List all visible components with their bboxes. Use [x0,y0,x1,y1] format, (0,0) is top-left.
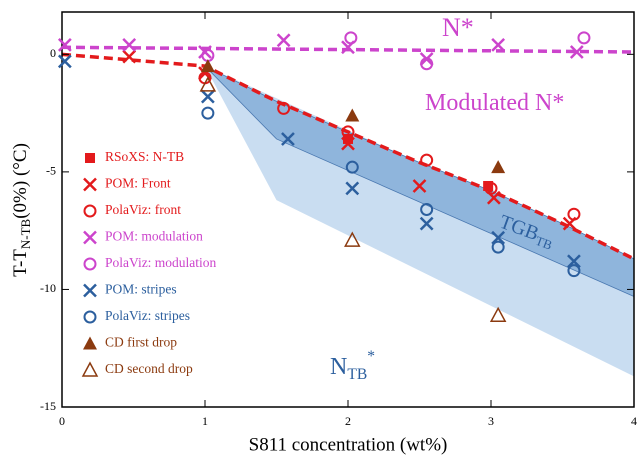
legend-label: CD second drop [105,361,193,376]
data-point [567,254,581,269]
annotation: Modulated N* [425,90,564,116]
annotation: NTB* [330,348,375,383]
legend-label: PolaViz: modulation [105,255,217,270]
x-tick-label: 2 [345,414,351,428]
data-point [567,207,581,221]
data-point [199,76,217,92]
legend-label: POM: Front [105,176,171,191]
y-tick-label: -15 [40,399,56,413]
data-point [567,264,581,278]
annotation-sub: TB [533,233,554,253]
data-point [483,180,494,191]
legend-marker [83,283,97,298]
legend-label: PolaViz: front [105,202,181,217]
legend-marker [83,257,97,271]
data-point [420,57,434,71]
annotation-sup: * [367,348,375,365]
data-point [343,133,353,144]
data-point [412,179,427,193]
y-title-rest: (0%) (°C) [10,143,31,219]
x-tick-label: 4 [631,414,637,428]
data-point [57,38,72,52]
legend-marker [83,204,97,218]
x-tick-label: 1 [202,414,208,428]
y-axis-title: T-TN-TB(0%) (°C) [10,143,33,277]
data-point [57,54,72,69]
data-point [201,106,215,120]
data-point [344,31,358,45]
data-point [569,45,584,59]
legend-label: POM: stripes [105,282,177,297]
y-title-sub: N-TB [18,218,33,249]
data-point [345,181,360,196]
data-point [420,153,434,167]
legend-label: PolaViz: stripes [105,308,190,323]
x-axis-title: S811 concentration (wt%) [249,434,448,455]
annotation: N* [442,13,474,42]
legend-label: CD first drop [105,335,177,350]
data-point [277,101,291,115]
data-point [200,89,215,104]
dashed-line [61,52,635,261]
annotation-sub: TB [347,366,367,383]
data-point [200,59,215,73]
y-title-main: T-T [10,249,31,277]
data-point [276,33,291,48]
data-point [577,31,591,45]
data-point [344,231,361,247]
legend-marker [81,361,99,377]
annotation-text: N [330,354,347,380]
data-point [419,216,434,231]
data-point [281,132,295,146]
data-point [491,38,506,52]
data-point [122,49,137,64]
legend-marker [83,177,97,192]
legend-label: POM: modulation [105,229,203,244]
y-tick-label: -10 [40,281,56,295]
x-tick-label: 0 [59,414,65,428]
x-tick-label: 3 [488,414,494,428]
data-point [345,160,359,174]
legend-label: RSoXS: N-TB [105,149,184,164]
legend-marker [83,230,97,245]
data-point [122,38,137,52]
dashed-line [61,45,635,54]
data-point [489,306,507,323]
legend-marker [83,310,97,324]
data-point [491,240,505,254]
data-point [341,136,355,151]
data-point [491,230,506,245]
y-tick-label: -5 [46,164,56,178]
y-tick-label: 0 [50,46,56,60]
annotation-text: Modulated N* [425,90,564,116]
data-point [345,108,360,122]
data-point [341,125,355,139]
annotation-text: N* [442,13,474,42]
data-point [484,181,498,195]
legend-marker [83,336,97,350]
data-point [420,203,434,216]
legend-marker [85,153,95,163]
data-point [491,160,506,174]
